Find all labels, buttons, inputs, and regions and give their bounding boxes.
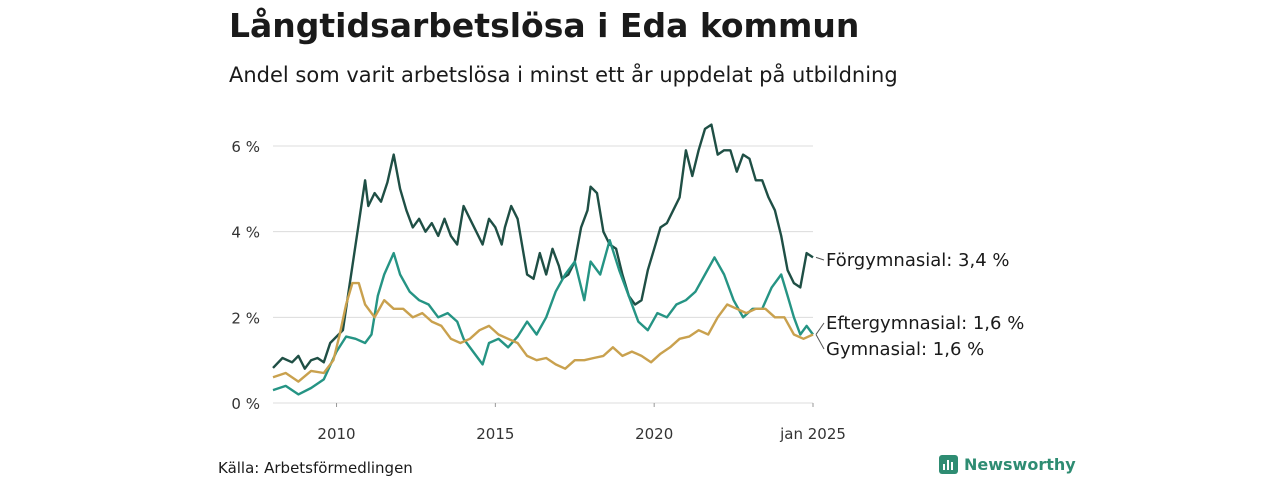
chart-title: Långtidsarbetslösa i Eda kommun — [229, 6, 860, 45]
source-note: Källa: Arbetsförmedlingen — [218, 459, 413, 477]
x-tick-label: jan 2025 — [779, 425, 846, 443]
label-leader-line — [815, 322, 825, 335]
series-end-label: Förgymnasial: 3,4 % — [826, 250, 1010, 271]
series-line-eftergymnasial — [272, 239, 814, 396]
y-tick-label: 6 % — [231, 138, 260, 156]
label-leader-line — [815, 334, 825, 350]
x-tick-label: 2020 — [635, 425, 673, 443]
chart-subtitle: Andel som varit arbetslösa i minst ett å… — [229, 63, 898, 87]
label-leader-line — [815, 256, 825, 261]
series-end-label: Gymnasial: 1,6 % — [826, 339, 984, 360]
x-tick-label: 2010 — [317, 425, 355, 443]
series-end-label: Eftergymnasial: 1,6 % — [826, 313, 1024, 334]
series-line-förgymnasial — [272, 123, 814, 370]
y-tick-label: 4 % — [231, 224, 260, 242]
y-tick-label: 2 % — [231, 309, 260, 327]
brand-name: Newsworthy — [964, 455, 1076, 474]
y-tick-label: 0 % — [231, 395, 260, 413]
x-tick-label: 2015 — [476, 425, 514, 443]
series-line-gymnasial — [272, 281, 814, 383]
brand-logo[interactable]: Newsworthy — [939, 455, 1076, 474]
newsworthy-logo-icon — [939, 455, 958, 474]
